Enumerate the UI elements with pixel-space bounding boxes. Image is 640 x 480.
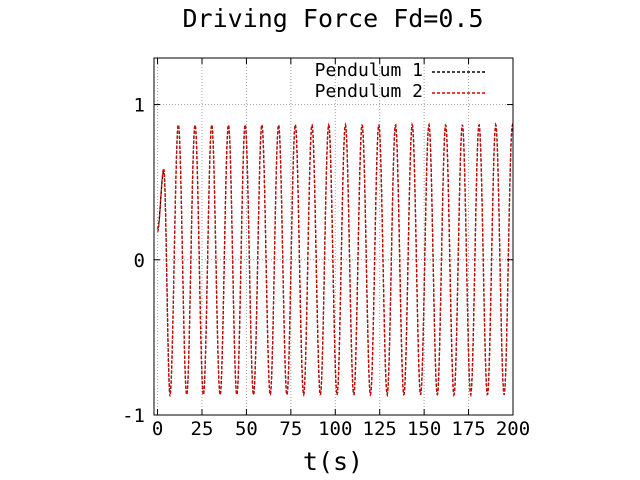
x-tick-label: 75: [279, 418, 302, 440]
x-axis-label: t(s): [303, 447, 363, 476]
x-tick-label: 150: [407, 418, 441, 440]
legend-label-pendulum-2: Pendulum 2: [315, 81, 423, 102]
y-tick-label: 0: [134, 250, 145, 272]
x-tick-label: 0: [152, 418, 163, 440]
legend-label-pendulum-1: Pendulum 1: [315, 60, 423, 81]
series-layer: [156, 122, 514, 398]
legend: Pendulum 1 Pendulum 2: [315, 60, 487, 102]
y-tick-label: 1: [134, 95, 145, 117]
plot-frame: [153, 57, 514, 416]
ticks: 0 25 50 75 100 125 150 175 200 -1 0 1: [122, 58, 530, 440]
chart-title: Driving Force Fd=0.5: [182, 4, 483, 33]
x-tick-label: 175: [451, 418, 485, 440]
x-tick-label: 25: [191, 418, 214, 440]
x-tick-label: 200: [496, 418, 530, 440]
x-tick-label: 100: [318, 418, 352, 440]
series-line-pendulum-2: [156, 122, 514, 398]
y-tick-label: -1: [122, 405, 145, 427]
x-tick-label: 50: [235, 418, 258, 440]
x-tick-label: 125: [363, 418, 397, 440]
